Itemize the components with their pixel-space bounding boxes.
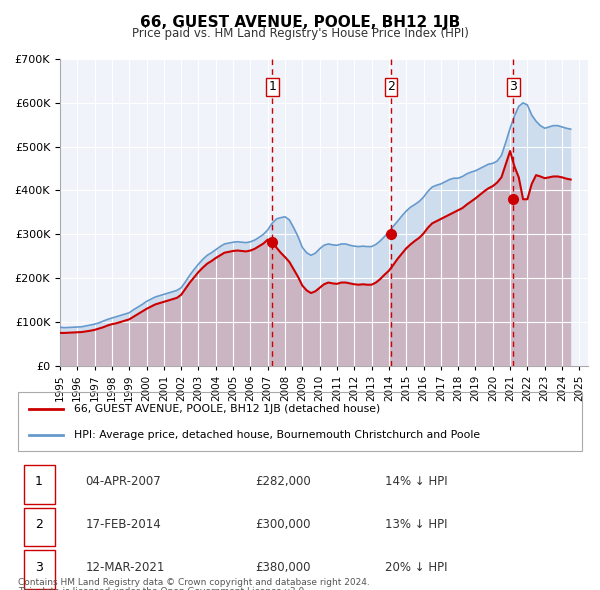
FancyBboxPatch shape [23, 550, 55, 589]
FancyBboxPatch shape [23, 507, 55, 546]
Text: Price paid vs. HM Land Registry's House Price Index (HPI): Price paid vs. HM Land Registry's House … [131, 27, 469, 40]
Text: 12-MAR-2021: 12-MAR-2021 [86, 560, 165, 573]
Text: 20% ↓ HPI: 20% ↓ HPI [385, 560, 447, 573]
Text: 04-APR-2007: 04-APR-2007 [86, 475, 161, 488]
Text: 17-FEB-2014: 17-FEB-2014 [86, 518, 161, 531]
Text: Contains HM Land Registry data © Crown copyright and database right 2024.: Contains HM Land Registry data © Crown c… [18, 578, 370, 587]
Text: HPI: Average price, detached house, Bournemouth Christchurch and Poole: HPI: Average price, detached house, Bour… [74, 430, 481, 440]
Text: £282,000: £282,000 [255, 475, 311, 488]
Text: 66, GUEST AVENUE, POOLE, BH12 1JB: 66, GUEST AVENUE, POOLE, BH12 1JB [140, 15, 460, 30]
Text: 2: 2 [35, 518, 43, 531]
Text: £380,000: £380,000 [255, 560, 310, 573]
Text: 1: 1 [35, 475, 43, 488]
Text: 66, GUEST AVENUE, POOLE, BH12 1JB (detached house): 66, GUEST AVENUE, POOLE, BH12 1JB (detac… [74, 404, 380, 414]
Text: 2: 2 [387, 80, 395, 93]
Text: 3: 3 [509, 80, 517, 93]
Text: £300,000: £300,000 [255, 518, 310, 531]
Text: 13% ↓ HPI: 13% ↓ HPI [385, 518, 447, 531]
FancyBboxPatch shape [23, 465, 55, 504]
Text: 1: 1 [268, 80, 277, 93]
Text: This data is licensed under the Open Government Licence v3.0.: This data is licensed under the Open Gov… [18, 587, 307, 590]
Text: 14% ↓ HPI: 14% ↓ HPI [385, 475, 447, 488]
Text: 3: 3 [35, 560, 43, 573]
